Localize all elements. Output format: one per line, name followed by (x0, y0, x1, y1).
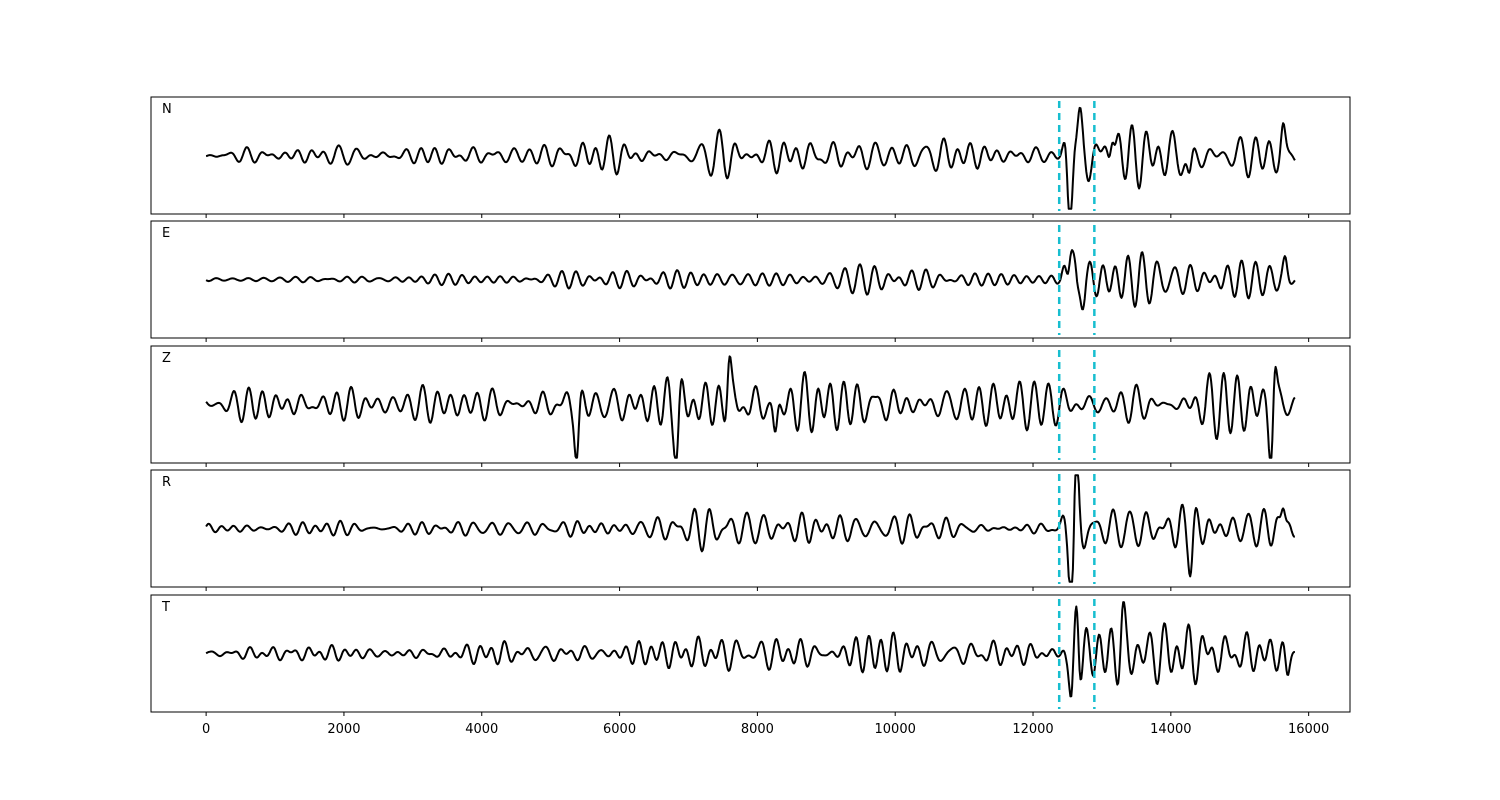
x-tick-label: 12000 (1012, 722, 1053, 737)
x-tick-label: 8000 (741, 722, 774, 737)
panel-frame (150, 345, 1351, 464)
panel-n: N (150, 96, 1351, 218)
panel-label: Z (162, 351, 171, 366)
x-tick-label: 2000 (327, 722, 360, 737)
panel-frame (150, 220, 1351, 339)
panel-frame (150, 594, 1351, 713)
x-tick-label: 0 (202, 722, 210, 737)
panel-label: T (161, 600, 170, 615)
panels-layer: N E Z R T (150, 96, 1351, 716)
x-tick-label: 6000 (603, 722, 636, 737)
panel-r: R (150, 469, 1351, 591)
x-tick-label: 14000 (1150, 722, 1191, 737)
x-tick-label: 10000 (875, 722, 916, 737)
x-axis: 0 2000 4000 6000 8000 10000 12000 14000 16000 (202, 722, 1329, 737)
panel-frame (150, 96, 1351, 215)
panel-label: N (162, 102, 172, 117)
trace-line-z (205, 355, 1296, 459)
trace-line-t (205, 601, 1295, 698)
panel-label: R (162, 475, 171, 490)
panel-e: E (150, 220, 1351, 342)
panel-frame (150, 469, 1351, 588)
panel-z: Z (150, 345, 1351, 467)
panel-t: T (150, 594, 1351, 716)
trace-line-e (205, 249, 1296, 311)
x-tick-label: 16000 (1288, 722, 1329, 737)
trace-line-n (205, 106, 1296, 210)
x-tick-label: 4000 (465, 722, 498, 737)
trace-line-r (205, 474, 1296, 583)
panel-label: E (162, 226, 170, 241)
